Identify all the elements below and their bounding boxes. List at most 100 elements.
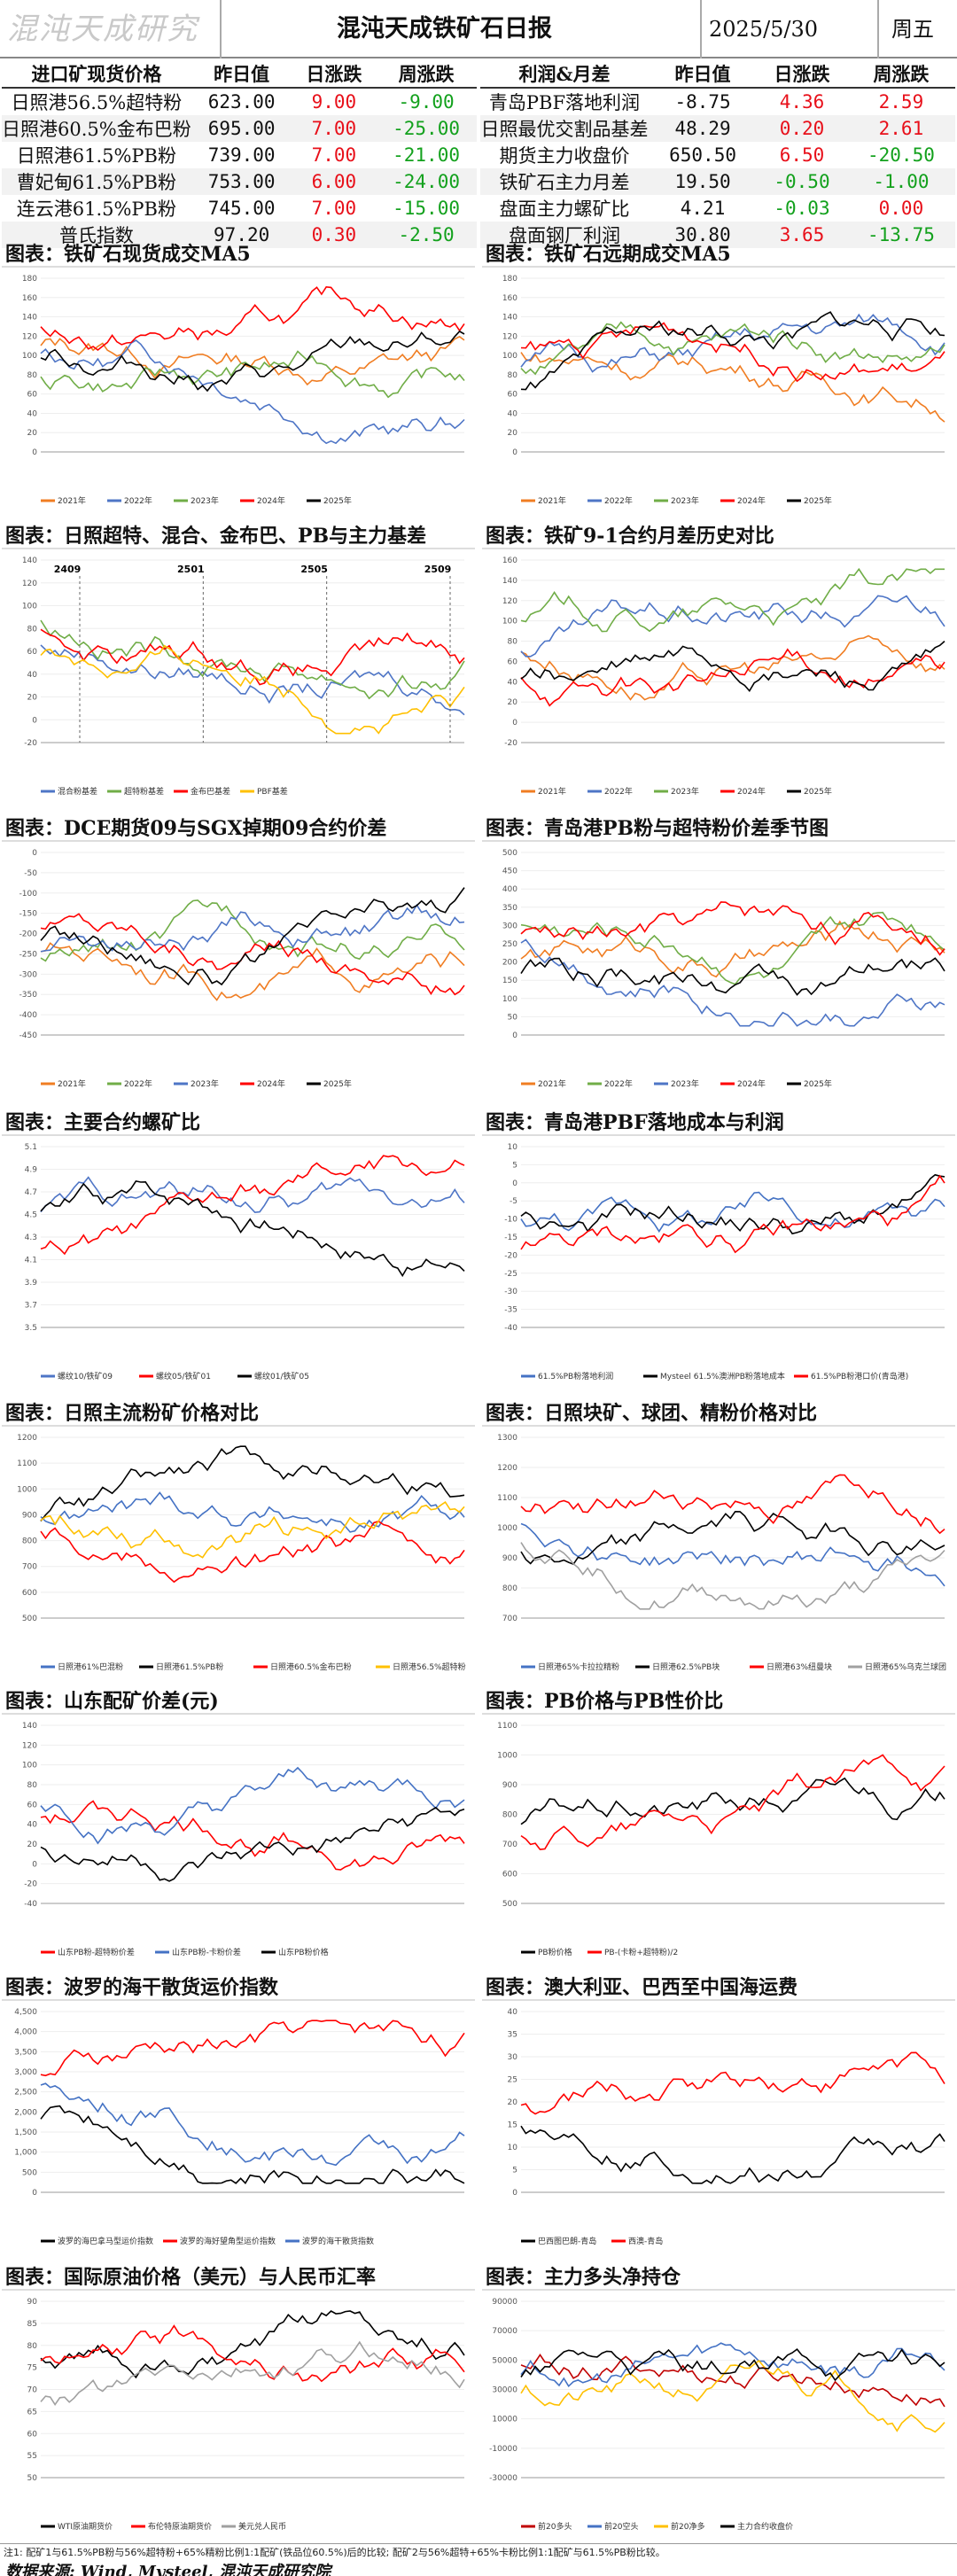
y-tick-label: 140	[502, 577, 517, 586]
y-tick-label: 1200	[17, 1434, 37, 1443]
y-tick-label: -5	[510, 1197, 517, 1206]
y-tick-label: 0	[32, 849, 37, 858]
y-tick-label: -50	[24, 869, 37, 878]
chart-title: 图表：青岛港PB粉与超特粉价差季节图	[482, 815, 955, 842]
legend-entry: 布伦特原油期货价	[148, 2521, 212, 2532]
chart-title: 图表：主力多头净持仓	[482, 2264, 955, 2291]
data-source: 数据来源: Wind, Mysteel, 混沌天成研究院	[5, 2563, 331, 2576]
legend-entry: 日照港61%巴混粉	[58, 1662, 123, 1672]
legend-entry: WTI原油期货价	[58, 2521, 113, 2532]
chart-panel: 图表：山东配矿价差(元) -40 -20 0 20 40 60 80 100 120 140 山东PB…	[2, 1688, 475, 1967]
chart-svg: 50 55 60 65 70 75 80 85 90 WTI原油期货价 布伦特原油期货价 美元兑人民币	[27, 2298, 465, 2532]
series-line	[520, 938, 945, 1027]
y-tick-label: 0	[32, 1860, 37, 1869]
legend-entry: 日照港63%纽曼块	[766, 1662, 832, 1672]
y-tick-label: 80	[508, 371, 518, 380]
daily-change: 0.30	[292, 222, 377, 248]
series-line	[40, 1766, 465, 1845]
y-tick-label: 700	[502, 1615, 517, 1623]
series-line	[520, 352, 945, 423]
chart-panel: 图表：澳大利亚、巴西至中国海运费 0 5 10 15 20 25 30 35 40 巴西图巴朗-青岛…	[482, 1974, 955, 2256]
weekly-change: 2.59	[846, 88, 955, 115]
y-tick-label: -200	[19, 930, 38, 939]
y-tick-label: -20	[24, 1880, 37, 1889]
table-row: 期货主力收盘价 650.50 6.50 -20.50	[480, 142, 955, 168]
y-tick-label: 25	[508, 2076, 517, 2085]
legend-entry: 前20多头	[538, 2521, 572, 2532]
series-line	[40, 887, 465, 986]
series-line	[40, 1800, 465, 1871]
y-tick-label: -20	[24, 739, 37, 748]
table-row: 青岛PBF落地利润 -8.75 4.36 2.59	[480, 88, 955, 115]
series-line	[40, 2082, 465, 2167]
y-tick-label: 30	[508, 2053, 518, 2062]
y-tick-label: 70	[27, 2386, 38, 2395]
report-weekday: 周五	[891, 17, 934, 42]
weekly-change: 0.00	[846, 195, 955, 222]
y-tick-label: 800	[502, 1811, 517, 1820]
chart-panel: 图表：主力多头净持仓 -30000 -10000 10000 30000 50000 700…	[482, 2264, 955, 2541]
spot-price-table: 进口矿现货价格 昨日值 日涨跌 周涨跌 日照港56.5%超特粉 623.00 9.00 -9.…	[2, 60, 477, 248]
table-row: 曹妃甸61.5%PB粉 753.00 6.00 -24.00	[2, 168, 477, 195]
weekly-change: 2.61	[846, 115, 955, 142]
legend-entry: 螺纹05/铁矿01	[156, 1371, 211, 1381]
prev-value: 753.00	[191, 168, 292, 195]
y-tick-label: 15	[508, 2121, 517, 2130]
y-tick-label: 500	[22, 2168, 37, 2177]
prev-value: 739.00	[191, 142, 292, 168]
prev-value: 695.00	[191, 115, 292, 142]
legend-entry: 2024年	[737, 786, 766, 797]
y-tick-label: 50000	[492, 2356, 517, 2365]
y-tick-label: 1000	[497, 1752, 517, 1761]
legend-entry: 螺纹01/铁矿05	[254, 1371, 309, 1381]
prev-value: 745.00	[191, 195, 292, 222]
series-line	[520, 321, 945, 376]
y-tick-label: 60	[27, 2430, 38, 2439]
y-tick-label: 5.1	[25, 1143, 37, 1152]
y-tick-label: 100	[502, 995, 517, 1004]
chart-panel: 图表：日照超特、混合、金布巴、PB与主力基差 -20 0 20 40 60 80 100 120…	[2, 523, 475, 806]
chart-panel: 图表：日照块矿、球团、精粉价格对比 700 800 900 1000 1100 1200 13…	[482, 1400, 955, 1682]
legend-entry: PB粉价格	[538, 1947, 572, 1957]
chart-svg: 0 500 1,000 1,500 2,000 2,500 3,000 3,500 4,000 4…	[14, 2008, 465, 2246]
y-tick-label: -250	[19, 950, 38, 959]
y-tick-label: 100	[22, 603, 37, 611]
y-tick-label: 100	[502, 352, 517, 361]
series-line	[520, 567, 945, 633]
y-tick-label: 120	[22, 1741, 37, 1750]
chart-svg: -40 -20 0 20 40 60 80 100 120 140 山东PB粉-超特粉价差 山东PB粉…	[22, 1722, 465, 1957]
series-line	[40, 1491, 465, 1533]
y-tick-label: 40	[27, 409, 38, 418]
chart-svg: 3.5 3.7 3.9 4.1 4.3 4.5 4.7 4.9 5.1 螺纹10/铁矿09 螺纹05…	[25, 1143, 465, 1381]
row-label: 期货主力收盘价	[480, 142, 649, 168]
y-tick-label: 100	[22, 352, 37, 361]
table-header-cell: 日涨跌	[757, 60, 847, 89]
weekly-change: -21.00	[376, 142, 477, 168]
chart-title: 图表：DCE期货09与SGX掉期09合约价差	[2, 815, 475, 842]
y-tick-label: 4.7	[25, 1188, 37, 1197]
prev-value: 650.50	[649, 142, 758, 168]
report-title: 混沌天成铁矿石日报	[337, 15, 552, 43]
brand-logo: 混沌天成研究院	[7, 12, 198, 95]
y-tick-label: 3,000	[14, 2068, 37, 2077]
legend-entry: 日照港65%乌克兰球团	[865, 1662, 946, 1672]
chart-panel: 图表：PB价格与PB性价比 500 600 700 800 900 1000 1100 PB粉价…	[482, 1688, 955, 1967]
chart-svg: -20 0 20 40 60 80 100 120 140 2409 2501 2505 2509 混合粉…	[22, 556, 465, 797]
y-tick-label: 80	[27, 625, 38, 634]
y-tick-label: 75	[27, 2364, 37, 2373]
y-tick-label: 35	[508, 2031, 517, 2040]
chart-svg: 0 20 40 60 80 100 120 140 160 180 2021年 2022年 2023年 2…	[502, 275, 945, 506]
y-tick-label: 700	[502, 1841, 517, 1849]
y-tick-label: 20	[508, 429, 518, 438]
chart-svg: 0 5 10 15 20 25 30 35 40 巴西图巴朗-青岛 西澳-青岛	[508, 2008, 945, 2246]
y-tick-label: 0	[512, 2189, 517, 2198]
y-tick-label: 1100	[497, 1494, 517, 1503]
legend-entry: 2024年	[737, 495, 766, 506]
y-tick-label: 3.5	[25, 1324, 37, 1333]
chart-svg: 0 50 100 150 200 250 300 350 400 450 500 2021年 2022年…	[502, 849, 945, 1089]
legend-entry: 日照港60.5%金布巴粉	[270, 1662, 352, 1672]
daily-change: 0.20	[757, 115, 847, 142]
y-tick-label: 0	[512, 1179, 517, 1188]
y-tick-label: -20	[504, 739, 517, 748]
chart-svg: -450 -400 -350 -300 -250 -200 -150 -100 -50 0 2021…	[19, 849, 465, 1089]
